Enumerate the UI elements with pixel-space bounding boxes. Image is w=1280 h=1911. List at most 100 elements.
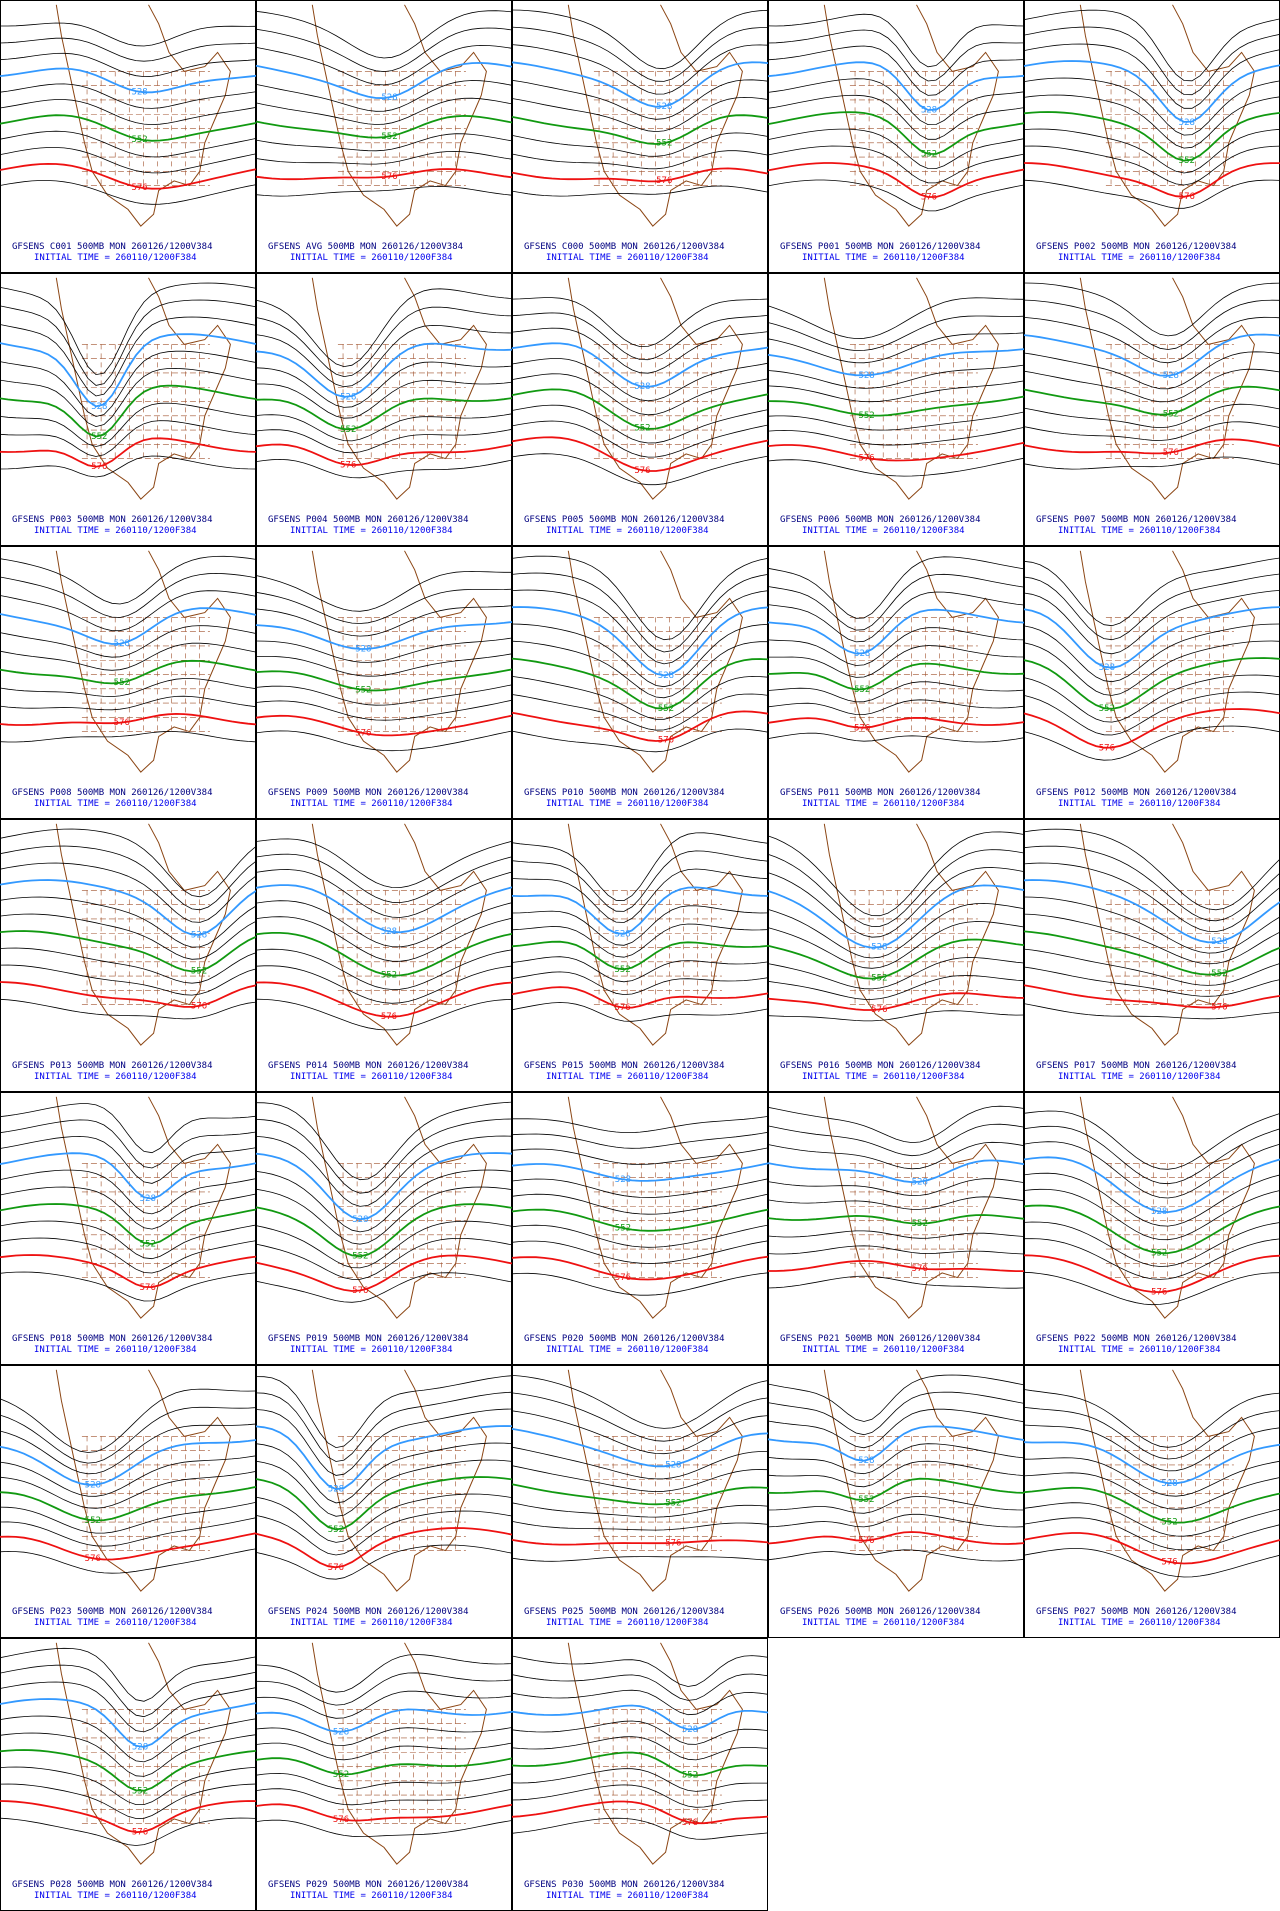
panel-title: GFSENS P012 500MB MON 260126/1200V384 (1036, 788, 1236, 798)
contour-label: 528 (634, 382, 650, 392)
contour-line (1023, 1441, 1280, 1485)
contour-line (0, 1749, 257, 1792)
contour-line (0, 1388, 257, 1453)
contour-line (767, 1460, 1025, 1488)
caption-bg (513, 238, 767, 272)
contour-line (0, 607, 257, 645)
contour-line (255, 1510, 513, 1556)
contour-line (1023, 1141, 1280, 1199)
contour-line (767, 1159, 1025, 1184)
contour-line (1023, 708, 1280, 749)
contour-line (767, 1443, 1025, 1475)
contour-line (1023, 1517, 1280, 1551)
contour-line (767, 395, 1025, 417)
contour-line (1023, 179, 1280, 209)
contour-label: 552 (1211, 969, 1227, 979)
map-panel: 528 552 576 GFSENS P014 500MB MON 260126/12… (255, 819, 513, 1092)
contour-line (767, 556, 1025, 619)
contour-line (0, 730, 257, 743)
contour-label: 552 (114, 678, 130, 688)
contour-line (255, 730, 513, 752)
contour-line (511, 923, 769, 958)
coastline (567, 4, 743, 227)
contour-line (511, 1446, 768, 1480)
contour-line (1023, 862, 1280, 933)
panel-title: GFSENS P001 500MB MON 260126/1200V384 (780, 242, 980, 252)
contour-line (767, 1549, 1025, 1562)
contour-label: 576 (1151, 1288, 1167, 1298)
panel-subtitle: INITIAL TIME = 260110/1200F384 (546, 526, 709, 536)
contour-line (767, 1105, 1025, 1144)
contour-label: 576 (328, 1563, 344, 1573)
contour-line (0, 350, 257, 417)
contour-line (511, 185, 769, 197)
map-panel: 528 552 576 GFSENS P021 500MB MON 260126/12… (767, 1092, 1025, 1365)
panel-subtitle: INITIAL TIME = 260110/1200F384 (1058, 799, 1221, 809)
coastline (567, 277, 743, 500)
contour-line (0, 828, 257, 898)
panel-title: GFSENS P004 500MB MON 260126/1200V384 (268, 515, 468, 525)
contour-line (0, 1455, 257, 1497)
contour-line (0, 1203, 257, 1245)
contour-line (767, 13, 1025, 68)
contour-line (767, 992, 1025, 1011)
contour-label: 528 (340, 392, 356, 402)
coastline (311, 1369, 487, 1592)
contour-label: 576 (615, 1273, 631, 1283)
contour-line (0, 947, 257, 984)
map-panel: 528 552 576 GFSENS P005 500MB MON 260126/12… (511, 273, 769, 546)
contour-line (1023, 674, 1280, 723)
contour-label: 528 (1163, 371, 1179, 381)
contour-line (767, 831, 1025, 917)
contour-line (1023, 590, 1280, 655)
map-panel: 528 552 576 GFSENS P028 500MB MON 260126/12… (0, 1638, 257, 1911)
contour-line (511, 555, 769, 641)
contour-line (0, 1800, 257, 1834)
contour-line (0, 913, 257, 960)
contour-label: 552 (1161, 1517, 1177, 1527)
contour-label: 576 (114, 718, 130, 728)
contour-line (511, 623, 769, 688)
contour-line (0, 402, 257, 447)
contour-line (511, 1147, 769, 1165)
contour-line (767, 1123, 1025, 1157)
contour-line (767, 921, 1025, 969)
contour-line (1023, 948, 1280, 986)
contour-label: 576 (854, 723, 870, 733)
contour-line (767, 1141, 1025, 1170)
contour-line (255, 884, 513, 934)
contour-label: 576 (1211, 1002, 1227, 1012)
contour-line (1023, 145, 1280, 186)
contour-line (767, 957, 1025, 990)
contour-line (511, 850, 769, 912)
contour-line (255, 1101, 513, 1181)
contour-line (0, 998, 257, 1020)
contour-line (511, 1720, 769, 1745)
contour-label: 576 (355, 729, 371, 739)
panel-border (0, 1365, 256, 1638)
contour-line (255, 185, 513, 197)
contour-line (511, 1655, 769, 1687)
contour-line (511, 1272, 769, 1296)
contour-label: 528 (355, 645, 371, 655)
contour-line (767, 145, 1025, 184)
contour-label: 576 (858, 454, 874, 464)
contour-line (255, 932, 513, 977)
contour-line (512, 1116, 769, 1133)
contour-line (511, 1428, 769, 1468)
contour-label: 552 (665, 1499, 681, 1509)
map-panel: 528 552 576 GFSENS P009 500MB MON 260126/12… (255, 546, 513, 819)
contour-label: 576 (1099, 743, 1115, 753)
panel-subtitle: INITIAL TIME = 260110/1200F384 (802, 526, 965, 536)
contour-label: 528 (871, 943, 887, 953)
coastline (567, 1369, 743, 1592)
panel-title: GFSENS P024 500MB MON 260126/1200V384 (268, 1607, 468, 1617)
caption-bg (1, 1057, 255, 1091)
contour-line (255, 838, 513, 889)
contour-line (1023, 725, 1280, 761)
contour-label: 552 (333, 1770, 349, 1780)
contour-line (767, 380, 1025, 403)
contour-label: 576 (140, 1283, 156, 1293)
contour-line (768, 645, 1025, 678)
